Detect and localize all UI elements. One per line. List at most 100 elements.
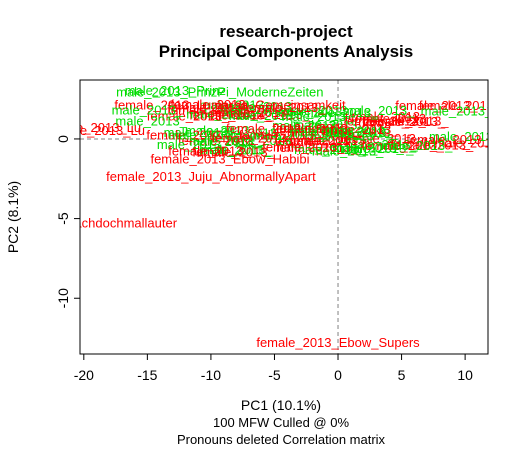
subtitle-line-1: 100 MFW Culled @ 0% bbox=[213, 415, 349, 430]
x-tick-label: -20 bbox=[74, 367, 94, 383]
point-label: female_2013_Ebow_Habibi bbox=[150, 152, 309, 167]
cluster-point-label: female_2013_ bbox=[227, 107, 310, 122]
point-label: female_2013_Ebow_Supers bbox=[256, 335, 420, 350]
y-axis-label: PC2 (8.1%) bbox=[5, 181, 21, 253]
x-tick-label: 0 bbox=[334, 367, 342, 383]
cluster-point-label: male_2013_ bbox=[189, 134, 261, 149]
cluster-point-label: male_2013_ bbox=[278, 104, 350, 119]
cluster-point-label: female_2013_ bbox=[170, 97, 253, 112]
cluster-point-label: male_2013_ bbox=[381, 138, 453, 153]
cluster-point-label: female_2013_ bbox=[308, 121, 391, 136]
cluster-point-label: female_2013_ bbox=[178, 133, 261, 148]
cluster-point-label: female_2013_ bbox=[419, 98, 502, 113]
cluster-point-label: female_2013_ bbox=[366, 113, 449, 128]
cluster-point-label: male_2013_ bbox=[321, 123, 393, 138]
x-axis: -20 -15 -10 -5 0 5 10 bbox=[74, 354, 473, 383]
y-axis: -10 -5 0 bbox=[55, 135, 80, 308]
chart-title-line-1: research-project bbox=[219, 22, 353, 41]
plot-frame bbox=[79, 79, 489, 355]
cluster-point-label: male_2013_ bbox=[294, 142, 366, 157]
cluster-point-label: female_2013_ bbox=[192, 144, 275, 159]
cluster-point-label: male_2013_ bbox=[199, 143, 271, 158]
x-axis-label: PC1 (10.1%) bbox=[241, 397, 321, 413]
cluster-point-label: female_2013_ bbox=[243, 100, 326, 115]
chart-title-line-2: Principal Components Analysis bbox=[159, 42, 413, 61]
cluster-point-label: male_2013_ bbox=[253, 128, 325, 143]
cluster-point-label: female_2013_ bbox=[395, 98, 478, 113]
point-labels-layer: male_2013_female_2013_male_2013_female_2… bbox=[0, 83, 502, 350]
x-tick-label: -15 bbox=[137, 367, 157, 383]
cluster-point-label: male_2013_ bbox=[272, 118, 344, 133]
point-label: male_2013_PrinzPi_ModerneZeiten bbox=[116, 85, 323, 100]
cluster-point-label: female_2013_ bbox=[351, 111, 434, 126]
cluster-point-label: male_2013_ bbox=[332, 140, 404, 155]
cluster-point-label: male_2013_ bbox=[164, 125, 236, 140]
cluster-point-label: male_2013_ bbox=[229, 108, 301, 123]
y-tick-label: -10 bbox=[55, 288, 71, 308]
cluster-point-label: male_2013_ bbox=[293, 118, 365, 133]
cluster-point-label: female_2013_ bbox=[343, 114, 426, 129]
cluster-point-label: female_2013_ bbox=[275, 133, 358, 148]
point-label: female_2013_Lumaraa_Gemeinsamkeit bbox=[114, 97, 346, 112]
cluster-point-label: female_2013_ bbox=[341, 131, 424, 146]
cluster-point-label: female_2013_ bbox=[168, 100, 251, 115]
cluster-point-label: female_2013_ bbox=[391, 138, 474, 153]
point-label: male_2013_Prinz bbox=[125, 83, 226, 98]
cluster-point-label: male_2013_ bbox=[429, 129, 501, 144]
cluster-point-label: female_2013_ bbox=[212, 130, 295, 145]
cluster-point-label: male_2013_ bbox=[186, 107, 258, 122]
cluster-point-label: male_2013_ bbox=[283, 103, 355, 118]
x-tick-label: 10 bbox=[457, 367, 473, 383]
cluster-point-label: male_2013_ bbox=[279, 120, 351, 135]
cluster-point-label: female_2013_ bbox=[226, 121, 309, 136]
cluster-point-label: female_2013_ bbox=[189, 108, 272, 123]
cluster-point-label: male_2013_ bbox=[421, 103, 493, 118]
cluster-point-label: female_2013_ bbox=[316, 122, 399, 137]
y-tick-label: -5 bbox=[55, 212, 71, 225]
cluster-point-label: male_2013_ bbox=[168, 127, 240, 142]
point-label: female_2013_Lu bbox=[44, 120, 141, 135]
cluster-point-label: male_2013_ bbox=[282, 109, 354, 124]
x-tick-label: -5 bbox=[268, 367, 281, 383]
cluster-point-label: female_2013_ bbox=[290, 133, 373, 148]
cluster-point-label: female_2013_ bbox=[282, 133, 365, 148]
cluster-point-label: male_2013_ bbox=[342, 141, 414, 156]
point-label: male_2013_ bbox=[115, 113, 187, 128]
point-label: male_2013_ bbox=[112, 102, 184, 117]
cluster-point-label: male_2013_ bbox=[185, 123, 257, 138]
cluster-point-label: female_2013_ bbox=[262, 139, 345, 154]
cluster-point-label: male_2013_ bbox=[343, 103, 415, 118]
point-label: 3_Lumaraa_Machdochmallauter bbox=[0, 215, 178, 230]
cluster-point-label: male_2013_ bbox=[322, 125, 394, 140]
point-label: female_2013_Lu bbox=[48, 123, 145, 138]
cluster-point-label: female_2013_ bbox=[239, 127, 322, 142]
cluster-point-label: male_2013_ bbox=[310, 129, 382, 144]
cluster-point-label: male_2013_ bbox=[307, 105, 379, 120]
cluster-point-label: female_2013_ bbox=[345, 109, 428, 124]
x-tick-label: -10 bbox=[201, 367, 221, 383]
cluster-point-label: male_2013_ bbox=[346, 137, 418, 152]
cluster-point-label: female_2013_ bbox=[406, 132, 489, 147]
cluster-point-label: male_2013_ bbox=[326, 125, 398, 140]
reference-lines bbox=[80, 80, 488, 354]
cluster-point-label: male_2013_ bbox=[157, 137, 229, 152]
cluster-point-label: male_2013_ bbox=[213, 126, 285, 141]
cluster-point-label: female_2013_ bbox=[276, 123, 359, 138]
cluster-point-label: male_2013_ bbox=[228, 99, 300, 114]
cluster-point-label: male_2013_ bbox=[200, 97, 272, 112]
cluster-point-label: female_2013_ bbox=[168, 143, 251, 158]
x-tick-label: 5 bbox=[398, 367, 406, 383]
cluster-point-label: female_2013_ bbox=[146, 127, 229, 142]
cluster-point-label: female_2013_ bbox=[167, 102, 250, 117]
point-label: female_2013_Juju_AbnormallyApart bbox=[106, 169, 316, 184]
cluster-point-label: male_2013_ bbox=[227, 133, 299, 148]
cluster-point-label: female_2013_ bbox=[362, 138, 445, 153]
cluster-point-label: male_2013_ bbox=[312, 143, 384, 158]
cluster-point-label: female_2013_ bbox=[276, 140, 359, 155]
subtitle-line-2: Pronouns deleted Correlation matrix bbox=[177, 432, 386, 447]
cluster-point-label: male_2013_ bbox=[219, 102, 291, 117]
cluster-point-label: female_2013_ bbox=[147, 108, 230, 123]
cluster-point-label: male_2013_ bbox=[201, 142, 273, 157]
cluster-point-label: male_2013_ bbox=[289, 125, 361, 140]
